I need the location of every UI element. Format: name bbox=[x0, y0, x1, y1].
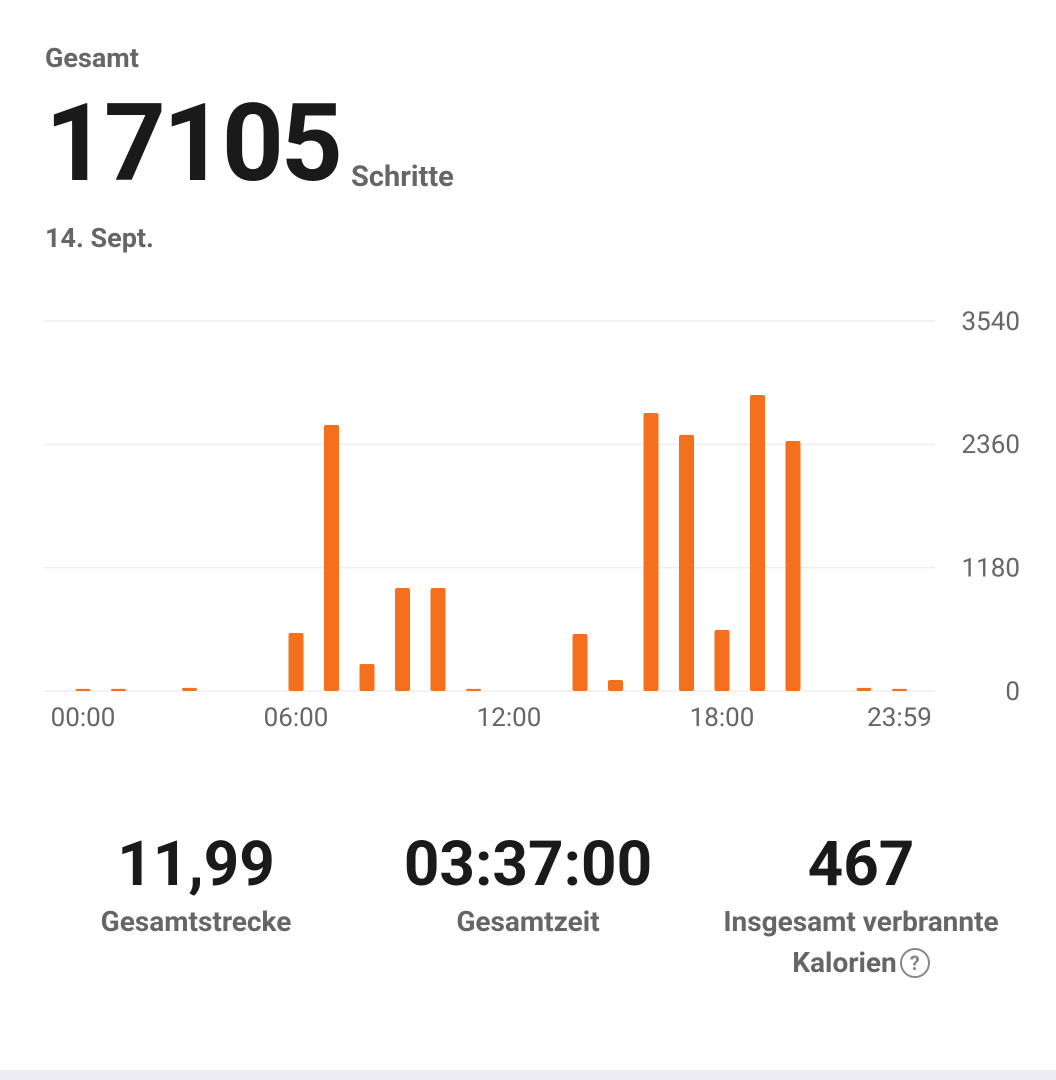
date: 14. Sept. bbox=[45, 222, 154, 254]
y-tick-label: 3540 bbox=[962, 307, 1020, 337]
bar bbox=[182, 687, 197, 691]
y-tick-label: 1180 bbox=[962, 554, 1020, 584]
chart: 0 1180 2360 3540 00:00 06:00 12:00 18:00 23:59 bbox=[44, 307, 1020, 733]
bar bbox=[608, 680, 623, 691]
stat-label: Insgesamt verbrannte Kalorien bbox=[723, 905, 999, 979]
stat-value: 11,99 bbox=[117, 828, 275, 901]
y-tick-label: 0 bbox=[1005, 677, 1020, 707]
bar bbox=[892, 688, 907, 691]
bar bbox=[572, 634, 588, 691]
bar bbox=[75, 688, 91, 691]
stat-label: Gesamtstrecke bbox=[100, 905, 292, 939]
stat: 03:37:00 Gesamtzeit bbox=[358, 828, 698, 943]
y-tick-label: 2360 bbox=[962, 430, 1020, 460]
stat: 467 Insgesamt verbrannte Kalorien? bbox=[691, 828, 1031, 984]
bar bbox=[395, 588, 410, 691]
bar bbox=[750, 395, 765, 691]
bar bbox=[324, 424, 339, 691]
stat: 11,99 Gesamtstrecke bbox=[26, 828, 366, 943]
step-unit: Schritte bbox=[351, 160, 454, 194]
stat-label: Gesamtzeit bbox=[456, 905, 600, 939]
stat-label-wrap: Insgesamt verbrannte Kalorien? bbox=[691, 902, 1031, 983]
stat-value: 03:37:00 bbox=[403, 828, 653, 901]
stat-value: 467 bbox=[807, 828, 915, 901]
help-icon[interactable]: ? bbox=[899, 947, 930, 978]
bar bbox=[111, 688, 126, 691]
bar bbox=[359, 664, 375, 691]
x-tick-label: 12:00 bbox=[477, 703, 542, 733]
bar bbox=[856, 687, 872, 691]
bar bbox=[430, 588, 446, 691]
bar bbox=[466, 688, 481, 691]
bar bbox=[643, 412, 659, 691]
total-label: Gesamt bbox=[45, 42, 139, 74]
bar bbox=[679, 434, 694, 691]
x-tick-label: 18:00 bbox=[690, 703, 755, 733]
bar bbox=[288, 632, 304, 691]
bottom-strip bbox=[0, 1070, 1056, 1080]
x-tick-label: 00:00 bbox=[51, 703, 116, 733]
step-count: 17105 bbox=[45, 81, 343, 207]
bar bbox=[785, 440, 801, 691]
x-tick-label: 06:00 bbox=[264, 703, 329, 733]
x-tick-label: 23:59 bbox=[867, 703, 932, 733]
bar bbox=[714, 629, 730, 691]
